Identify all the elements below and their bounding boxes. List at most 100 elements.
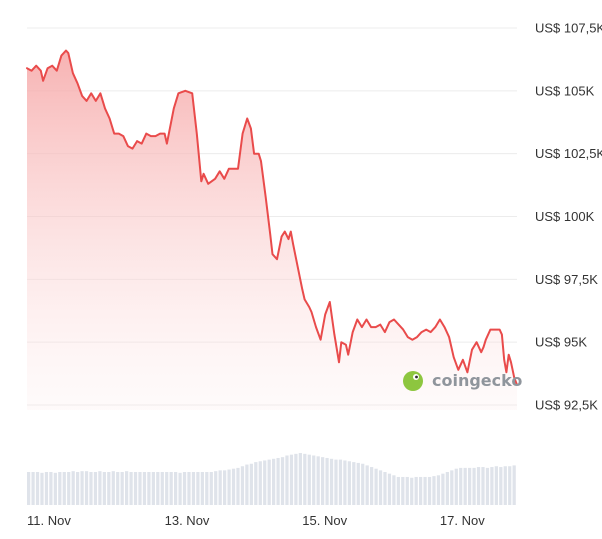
volume-bar (392, 475, 396, 505)
volume-bar (303, 453, 307, 505)
volume-bar (254, 462, 258, 505)
volume-bar (272, 458, 276, 505)
volume-bar (459, 467, 463, 506)
volume-bar (142, 472, 147, 505)
volume-bar (209, 472, 213, 505)
volume-bar (191, 472, 196, 505)
volume-bar (231, 468, 236, 505)
x-tick-label: 17. Nov (440, 513, 485, 528)
volume-bar (481, 467, 485, 505)
volume-bars (27, 453, 516, 506)
volume-bar (347, 461, 351, 505)
price-line-group (26, 49, 518, 386)
volume-bar (285, 455, 289, 505)
volume-bar (321, 457, 325, 505)
watermark-text: coingecko (432, 371, 522, 390)
volume-bar (485, 467, 490, 506)
volume-bar (147, 472, 151, 505)
volume-bar (44, 472, 49, 505)
price-area (27, 50, 517, 410)
volume-bar (40, 472, 44, 505)
volume-bar (276, 457, 280, 505)
volume-bar (468, 467, 472, 506)
volume-bar (325, 457, 329, 505)
volume-bar (370, 467, 374, 505)
volume-bar (31, 472, 35, 505)
volume-bar (383, 472, 387, 505)
y-tick-label: US$ 95K (535, 335, 587, 350)
volume-bar (71, 471, 75, 505)
x-tick-label: 13. Nov (165, 513, 210, 528)
volume-bar (111, 471, 115, 505)
volume-bar (445, 472, 449, 505)
volume-bar (294, 453, 298, 505)
volume-bar (427, 476, 432, 505)
y-tick-label: US$ 100K (535, 209, 595, 224)
volume-bar (62, 472, 66, 505)
volume-bar (414, 476, 418, 505)
volume-bar (102, 472, 106, 505)
volume-bar (280, 457, 285, 505)
volume-bar (298, 453, 302, 505)
volume-bar (508, 466, 512, 506)
volume-bar (165, 472, 169, 505)
volume-bar (454, 468, 458, 505)
volume-bar (401, 476, 405, 505)
volume-bar (503, 466, 507, 506)
volume-bar (129, 472, 133, 505)
x-tick-label: 11. Nov (27, 513, 71, 528)
volume-bar (419, 476, 423, 505)
volume-bar (53, 472, 57, 505)
volume-bar (329, 458, 334, 505)
price-line (26, 49, 518, 386)
volume-bar (263, 460, 267, 505)
volume-bar (494, 466, 498, 506)
volume-bar (125, 471, 129, 505)
volume-bar (76, 472, 80, 505)
volume-bar (334, 459, 338, 506)
volume-bar (120, 472, 124, 505)
volume-bar (405, 476, 409, 505)
volume-bar (80, 471, 84, 505)
volume-bar (352, 462, 356, 505)
volume-bar (240, 466, 245, 506)
volume-bar (338, 459, 343, 506)
volume-bar (49, 472, 53, 505)
y-tick-label: US$ 97,5K (535, 272, 598, 287)
volume-bar (27, 472, 31, 505)
volume-bar (174, 472, 178, 505)
volume-bar (151, 472, 155, 505)
volume-bar (499, 467, 503, 505)
volume-bar (58, 472, 62, 505)
volume-bar (410, 477, 414, 505)
price-area-fill (27, 50, 517, 410)
volume-bar (450, 470, 454, 505)
volume-bar (205, 472, 209, 505)
volume-bar (89, 472, 93, 505)
volume-bar (365, 465, 369, 505)
volume-bar (67, 472, 71, 505)
volume-bar (223, 470, 227, 505)
volume-bar (107, 472, 111, 505)
volume-bar (307, 454, 311, 506)
volume-bar (169, 472, 173, 505)
volume-bar (441, 473, 445, 505)
y-tick-label: US$ 107,5K (535, 21, 602, 36)
volume-bar (156, 472, 160, 505)
volume-bar (182, 472, 187, 505)
y-tick-label: US$ 105K (535, 83, 595, 98)
volume-bar (258, 461, 262, 505)
volume-bar (98, 471, 102, 505)
coingecko-watermark: coingecko (403, 371, 522, 391)
x-axis: 11. Nov 13. Nov 15. Nov 17. Nov (27, 513, 485, 528)
volume-bar (463, 467, 467, 506)
volume-bar (432, 476, 436, 506)
volume-bar (214, 471, 218, 505)
volume-bar (249, 463, 253, 505)
volume-bar (378, 470, 383, 505)
volume-bar (490, 467, 494, 505)
volume-bar (93, 472, 98, 505)
volume-bar (374, 468, 378, 505)
volume-bar (245, 464, 249, 505)
